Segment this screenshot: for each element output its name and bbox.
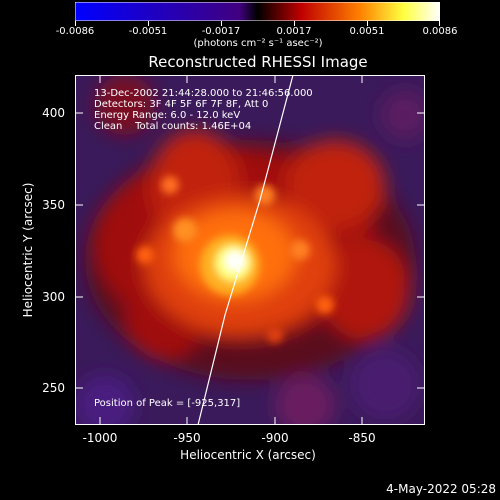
colorbar-unit: (photons cm⁻² s⁻¹ asec⁻²) — [193, 38, 323, 49]
x-tick-label: -850 — [348, 431, 376, 445]
y-tick-label: 300 — [42, 290, 65, 304]
y-tick-label: 250 — [42, 381, 65, 395]
footer-date: 4-May-2022 05:28 — [386, 482, 496, 496]
colorbar-label: 0.0017 — [276, 26, 312, 37]
x-tick-label: -1000 — [82, 431, 118, 445]
y-axis-label: Heliocentric Y (arcsec) — [21, 182, 35, 318]
colorbar-label: -0.0017 — [201, 26, 241, 37]
rhessi-image — [75, 75, 425, 425]
x-tick-label: -950 — [173, 431, 201, 445]
peak-position-label: Position of Peak = [-925,317] — [94, 398, 241, 409]
y-tick-label: 400 — [42, 106, 65, 120]
colorbar-label: 0.0051 — [349, 26, 385, 37]
time-range-label: 13-Dec-2002 21:44:28.000 to 21:46:56.000 — [94, 88, 313, 99]
detectors-label: Detectors: 3F 4F 5F 6F 7F 8F, Att 0 — [94, 99, 269, 110]
x-axis-label: Heliocentric X (arcsec) — [180, 448, 316, 462]
colorbar-label: -0.0051 — [128, 26, 168, 37]
image-title: Reconstructed RHESSI Image — [148, 53, 368, 71]
colorbar-ticks — [75, 21, 440, 27]
colorbar-labels: -0.0086 -0.0051 -0.0017 0.0017 0.0051 0.… — [0, 26, 500, 40]
x-tick-label: -900 — [261, 431, 289, 445]
energy-range-label: Energy Range: 6.0 - 12.0 keV — [94, 110, 241, 121]
colorbar-label: 0.0086 — [422, 26, 458, 37]
clean-counts-label: Clean Total counts: 1.46E+04 — [94, 121, 252, 132]
colorbar — [75, 2, 440, 21]
y-tick-label: 350 — [42, 198, 65, 212]
colorbar-label: -0.0086 — [55, 26, 95, 37]
